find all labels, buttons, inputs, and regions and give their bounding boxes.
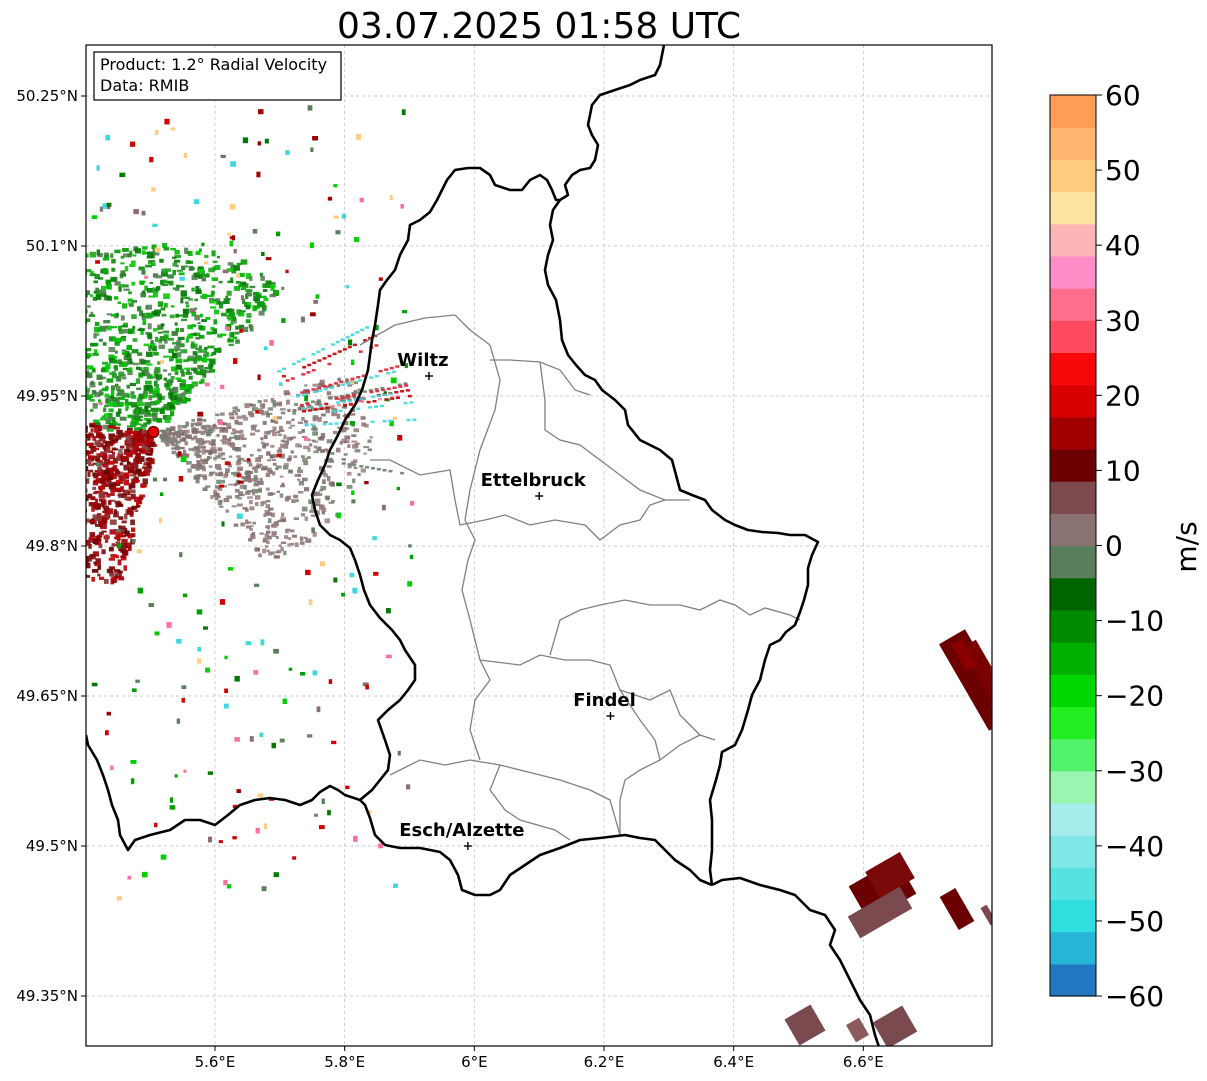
lat-tick-label: 50.1°N	[26, 237, 78, 255]
colorbar-segment	[1050, 513, 1096, 547]
city-findel: Findel	[573, 690, 636, 720]
colorbar-segment	[1050, 931, 1096, 965]
colorbar-segment	[1050, 127, 1096, 160]
colorbar-segment	[1050, 384, 1096, 418]
colorbar-segment	[1050, 416, 1096, 450]
product-text: Product: 1.2° Radial Velocity	[100, 55, 327, 74]
colorbar-segment	[1050, 545, 1096, 579]
country-borders	[86, 45, 881, 1046]
lon-tick-label: 6°E	[461, 1053, 488, 1071]
colorbar-tick-label: 0	[1105, 530, 1123, 563]
lat-tick-label: 49.95°N	[16, 387, 78, 405]
colorbar-segment	[1050, 674, 1096, 707]
colorbar-segment	[1050, 320, 1096, 354]
city-label: Esch/Alzette	[399, 820, 524, 841]
lon-tick-label: 5.6°E	[195, 1053, 236, 1071]
map-title: 03.07.2025 01:58 UTC	[336, 6, 742, 47]
colorbar-segment	[1050, 738, 1096, 772]
colorbar-segment	[1050, 867, 1096, 901]
lon-tick-label: 6.4°E	[713, 1053, 754, 1071]
radar-echoes	[86, 105, 992, 1046]
colorbar-segment	[1050, 448, 1096, 482]
colorbar-segment	[1050, 255, 1096, 289]
colorbar-tick-label: 40	[1105, 229, 1141, 262]
colorbar-segment	[1050, 609, 1096, 643]
colorbar-segment	[1050, 223, 1096, 257]
lat-tick-label: 49.65°N	[16, 687, 78, 705]
colorbar-label: m/s	[1170, 521, 1203, 572]
colorbar-ticks: 60 50 40 30 20 10 0 −10 −20 −30 −40 −50 −60	[1096, 79, 1164, 1013]
colorbar-tick-label: 10	[1105, 454, 1141, 487]
colorbar-tick-label: 60	[1105, 79, 1141, 112]
city-eschalzette: Esch/Alzette	[399, 820, 524, 850]
city-label: Findel	[573, 690, 636, 711]
radar-site-marker	[147, 425, 160, 439]
colorbar-tick-label: −10	[1105, 605, 1164, 638]
colorbar-segment	[1050, 352, 1096, 386]
colorbar-tick-label: 30	[1105, 304, 1141, 337]
city-label: Wiltz	[397, 350, 448, 371]
colorbar-tick-label: 20	[1105, 379, 1141, 412]
colorbar-segment	[1050, 802, 1096, 836]
info-box: Product: 1.2° Radial Velocity Data: RMIB	[93, 51, 342, 101]
city-labels: Wiltz Ettelbruck Findel Esch/Alzette	[397, 350, 636, 850]
lat-tick-label: 49.8°N	[26, 537, 78, 555]
lon-tick-label: 5.8°E	[324, 1053, 365, 1071]
axis-ticks: 50.25°N 50.1°N 49.95°N 49.8°N 49.65°N 49.5°N 4…	[16, 87, 883, 1071]
colorbar-tick-label: −20	[1105, 680, 1164, 713]
city-wiltz: Wiltz	[397, 350, 449, 380]
data-source-text: Data: RMIB	[100, 76, 189, 95]
colorbar-tick-label: −50	[1105, 905, 1164, 938]
colorbar-segment	[1050, 835, 1096, 868]
colorbar-segment	[1050, 288, 1096, 321]
lon-tick-label: 6.6°E	[843, 1053, 884, 1071]
colorbar-segment	[1050, 706, 1096, 740]
canton-borders	[359, 314, 801, 841]
colorbar-segment	[1050, 481, 1096, 514]
colorbar-segment	[1050, 159, 1096, 193]
lat-tick-label: 49.5°N	[26, 837, 78, 855]
colorbar-tick-label: 50	[1105, 154, 1141, 187]
velocity-colorbar	[1049, 94, 1097, 997]
city-label: Ettelbruck	[481, 470, 587, 491]
colorbar-segment	[1050, 577, 1096, 611]
lat-tick-label: 50.25°N	[16, 87, 78, 105]
lon-tick-label: 6.2°E	[584, 1053, 625, 1071]
city-ettelbruck: Ettelbruck	[481, 470, 587, 500]
colorbar-tick-label: −40	[1105, 830, 1164, 863]
lat-tick-label: 49.35°N	[16, 987, 78, 1005]
colorbar-segment	[1050, 191, 1096, 225]
colorbar-tick-label: −60	[1105, 980, 1164, 1013]
colorbar-tick-label: −30	[1105, 755, 1164, 788]
colorbar-segment	[1050, 963, 1096, 997]
colorbar-segment	[1050, 95, 1096, 128]
colorbar-segment	[1050, 770, 1096, 804]
colorbar-segment	[1050, 899, 1096, 933]
colorbar-segment	[1050, 642, 1096, 675]
